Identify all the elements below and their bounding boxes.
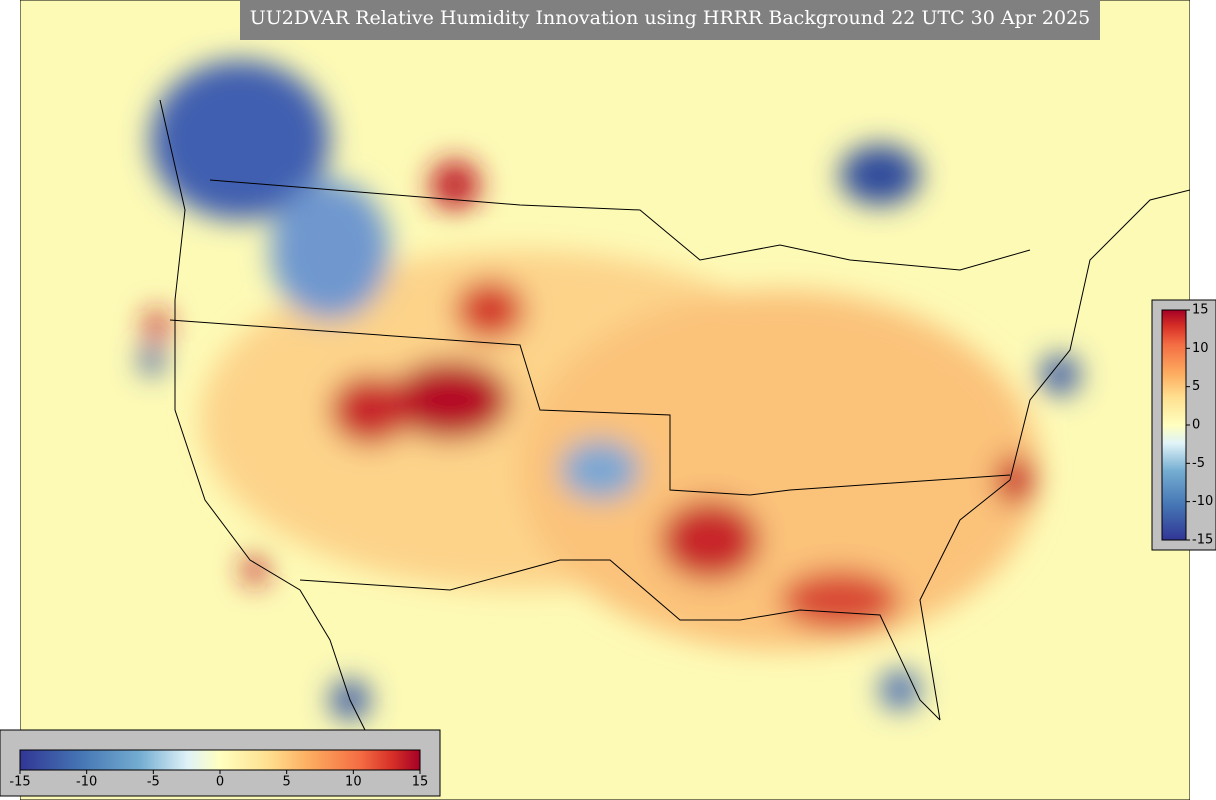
colorbar-tick-label: 10 bbox=[345, 775, 362, 790]
horizontal-colorbar bbox=[0, 729, 441, 797]
colorbar-tick-label: 15 bbox=[412, 775, 429, 790]
map-field bbox=[20, 0, 1190, 800]
colorbar-tick-label: -5 bbox=[1192, 456, 1205, 471]
title-box bbox=[240, 0, 1100, 40]
colorbar bbox=[19, 749, 421, 771]
colorbar-tick-label: 15 bbox=[1192, 303, 1209, 318]
vertical-colorbar bbox=[1151, 299, 1216, 551]
colorbar-tick-label: 0 bbox=[216, 775, 224, 790]
map-title: UU2DVAR Relative Humidity Innovation usi… bbox=[250, 7, 1091, 29]
colorbar-tick-label: -10 bbox=[1192, 494, 1213, 509]
colorbar-tick-label: -15 bbox=[9, 775, 30, 790]
colorbar-tick-label: 5 bbox=[1192, 379, 1200, 394]
colorbar-tick-label: 5 bbox=[283, 775, 291, 790]
colorbar-tick-label: -15 bbox=[1192, 533, 1213, 548]
colorbar-tick-label: -10 bbox=[76, 775, 97, 790]
colorbar-tick-label: 0 bbox=[1192, 418, 1200, 433]
colorbar-tick-label: -5 bbox=[147, 775, 160, 790]
coastlines bbox=[159, 99, 1190, 761]
colorbar-tick-label: 10 bbox=[1192, 341, 1209, 356]
colorbar bbox=[1161, 309, 1187, 541]
